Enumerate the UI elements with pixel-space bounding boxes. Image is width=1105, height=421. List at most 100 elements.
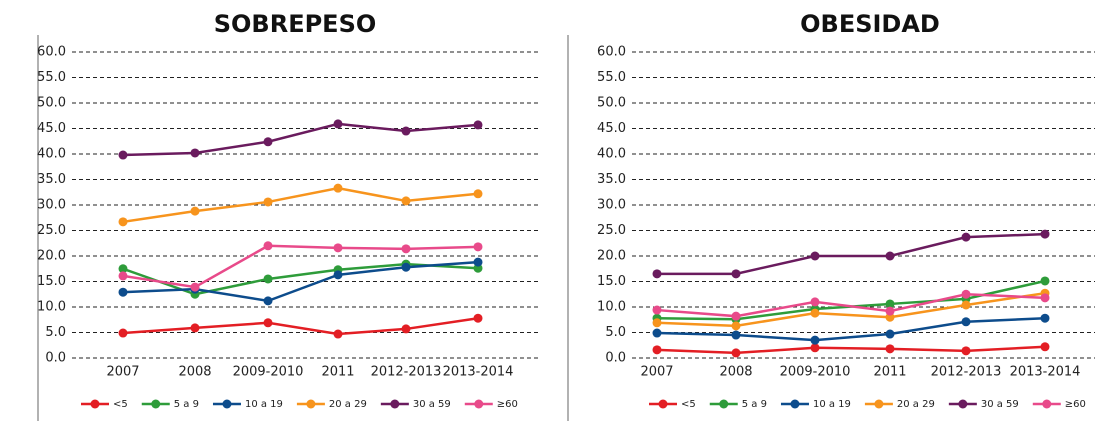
data-point bbox=[885, 329, 895, 339]
data-point bbox=[401, 126, 411, 136]
legend-marker bbox=[474, 399, 484, 409]
legend-label: 10 a 19 bbox=[245, 399, 283, 410]
legend-label: <5 bbox=[113, 399, 128, 410]
data-point bbox=[1040, 342, 1050, 352]
data-point bbox=[961, 232, 971, 242]
series-line bbox=[656, 345, 1046, 355]
data-point bbox=[810, 251, 820, 261]
legend-marker bbox=[958, 399, 968, 409]
series-line bbox=[657, 232, 1046, 276]
y-tick-label: 5.0 bbox=[45, 325, 66, 340]
data-point bbox=[190, 206, 200, 216]
y-tick-label: 60.0 bbox=[37, 45, 66, 60]
y-tick-label: 40.0 bbox=[597, 147, 626, 162]
y-tick-label: 55.0 bbox=[37, 70, 66, 85]
x-tick-label: 2011 bbox=[873, 365, 906, 380]
legend-label: ≥60 bbox=[1065, 399, 1086, 410]
y-tick-label: 45.0 bbox=[597, 121, 626, 136]
series-line bbox=[656, 291, 1046, 328]
x-tick-label: 2007 bbox=[640, 365, 673, 380]
data-point bbox=[885, 306, 895, 316]
data-point bbox=[1040, 229, 1050, 239]
chart-title: OBESIDAD bbox=[800, 10, 940, 38]
y-tick-label: 10.0 bbox=[597, 300, 626, 315]
legend-marker bbox=[719, 399, 729, 409]
data-point bbox=[118, 217, 128, 227]
legend-label: 5 a 9 bbox=[742, 399, 767, 410]
data-point bbox=[652, 318, 662, 328]
series-line bbox=[122, 316, 479, 336]
data-point bbox=[731, 269, 741, 279]
data-point bbox=[118, 328, 128, 338]
series-line bbox=[122, 122, 479, 157]
y-tick-label: 30.0 bbox=[597, 198, 626, 213]
x-tick-label: 2011 bbox=[321, 365, 354, 380]
data-point bbox=[961, 346, 971, 356]
data-point bbox=[263, 241, 273, 251]
legend-label: ≥60 bbox=[497, 399, 518, 410]
y-tick-label: 25.0 bbox=[37, 223, 66, 238]
x-tick-label: 2008 bbox=[178, 365, 211, 380]
y-tick-label: 25.0 bbox=[597, 223, 626, 238]
x-tick-label: 2012-2013 bbox=[931, 365, 1002, 380]
data-point bbox=[401, 196, 411, 206]
y-tick-label: 35.0 bbox=[597, 172, 626, 187]
data-point bbox=[118, 271, 128, 281]
data-point bbox=[401, 244, 411, 254]
legend-label: 5 a 9 bbox=[174, 399, 199, 410]
data-point bbox=[885, 251, 895, 261]
y-tick-label: 20.0 bbox=[597, 249, 626, 264]
series-line bbox=[122, 244, 479, 289]
legend-marker bbox=[390, 399, 400, 409]
data-point bbox=[961, 300, 971, 310]
data-point bbox=[652, 269, 662, 279]
data-point bbox=[731, 321, 741, 331]
y-tick-label: 20.0 bbox=[37, 249, 66, 264]
data-point bbox=[810, 343, 820, 353]
y-tick-label: 55.0 bbox=[597, 70, 626, 85]
data-point bbox=[263, 296, 273, 306]
data-point bbox=[118, 287, 128, 297]
y-tick-label: 5.0 bbox=[605, 325, 626, 340]
y-tick-label: 0.0 bbox=[605, 351, 626, 366]
x-tick-label: 2009-2010 bbox=[780, 365, 851, 380]
data-point bbox=[401, 262, 411, 272]
y-tick-label: 50.0 bbox=[597, 96, 626, 111]
legend-marker bbox=[658, 399, 668, 409]
y-tick-label: 60.0 bbox=[597, 45, 626, 60]
data-point bbox=[810, 308, 820, 318]
legend-label: 30 a 59 bbox=[981, 399, 1019, 410]
data-point bbox=[1040, 276, 1050, 286]
series-line bbox=[656, 292, 1046, 318]
y-tick-label: 0.0 bbox=[45, 351, 66, 366]
data-point bbox=[190, 148, 200, 158]
series-line bbox=[122, 260, 479, 303]
y-tick-label: 45.0 bbox=[37, 121, 66, 136]
y-tick-label: 15.0 bbox=[597, 274, 626, 289]
data-point bbox=[652, 328, 662, 338]
data-point bbox=[731, 348, 741, 358]
y-tick-label: 50.0 bbox=[37, 96, 66, 111]
data-point bbox=[190, 323, 200, 333]
legend-marker bbox=[151, 399, 161, 409]
data-point bbox=[810, 297, 820, 307]
series-line bbox=[656, 316, 1046, 342]
data-point bbox=[118, 150, 128, 160]
data-point bbox=[333, 243, 343, 253]
legend-marker bbox=[90, 399, 100, 409]
data-point bbox=[961, 289, 971, 299]
data-point bbox=[263, 318, 273, 328]
data-point bbox=[885, 299, 895, 309]
legend-label: 30 a 59 bbox=[413, 399, 451, 410]
legend-marker bbox=[874, 399, 884, 409]
series-line bbox=[122, 186, 479, 224]
legend-label: 10 a 19 bbox=[813, 399, 851, 410]
data-point bbox=[961, 317, 971, 327]
y-tick-label: 15.0 bbox=[37, 274, 66, 289]
x-tick-label: 2013-2014 bbox=[1010, 365, 1081, 380]
legend-marker bbox=[306, 399, 316, 409]
data-point bbox=[810, 335, 820, 345]
x-tick-label: 2013-2014 bbox=[443, 365, 514, 380]
y-tick-label: 40.0 bbox=[37, 147, 66, 162]
legend-marker bbox=[1042, 399, 1052, 409]
